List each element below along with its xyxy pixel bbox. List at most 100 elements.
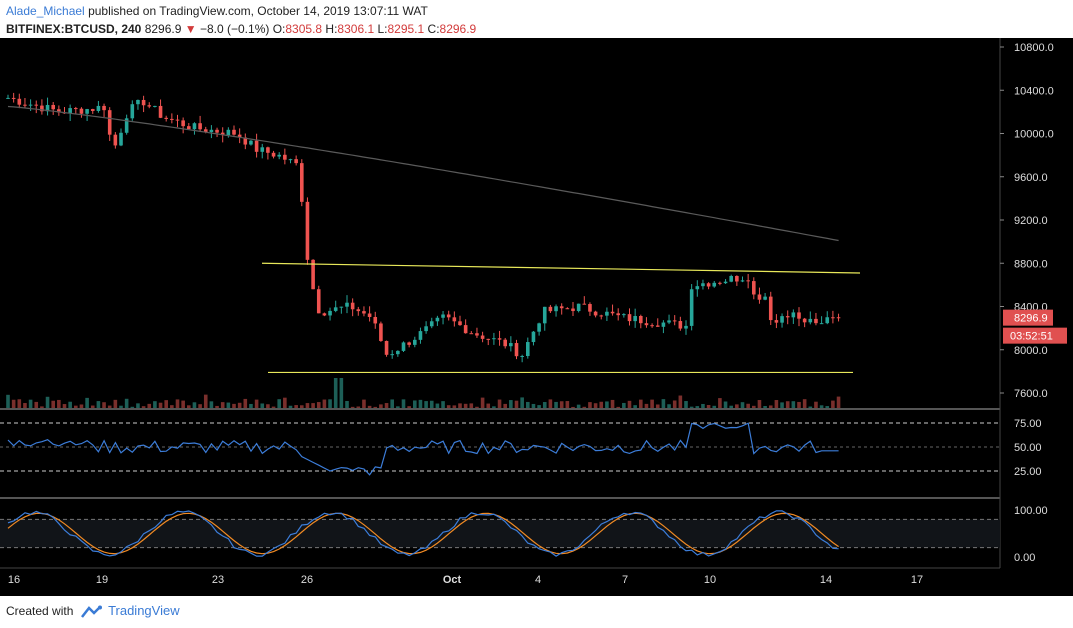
candle-body xyxy=(164,117,168,119)
volume-bar xyxy=(424,401,428,408)
candle-body xyxy=(345,302,349,307)
volume-bar xyxy=(678,395,683,408)
volume-bar xyxy=(96,401,101,408)
candle-body xyxy=(599,315,604,317)
candle-body xyxy=(565,308,570,310)
candle-body xyxy=(373,316,378,324)
open-label: O: xyxy=(272,22,286,36)
volume-bar xyxy=(57,399,61,408)
volume-bar xyxy=(294,405,298,408)
author-link[interactable]: Alade_Michael xyxy=(6,4,85,18)
candle-body xyxy=(757,294,762,300)
candle-body xyxy=(102,105,106,111)
rsi-axis-label: 75.00 xyxy=(1014,418,1042,430)
volume-bar xyxy=(209,401,214,408)
time-axis-label: 16 xyxy=(8,574,20,586)
candle-body xyxy=(689,289,694,326)
candle-body xyxy=(311,259,315,290)
candle-body xyxy=(418,331,423,340)
candle-body xyxy=(181,120,185,127)
candles-group xyxy=(6,92,841,408)
publish-info: Alade_Michael published on TradingView.c… xyxy=(6,4,428,18)
candle-body xyxy=(147,105,152,107)
volume-bar xyxy=(113,399,118,408)
volume-bar xyxy=(119,405,123,408)
volume-bar xyxy=(130,406,135,408)
volume-bar xyxy=(627,400,632,408)
volume-bar xyxy=(548,399,553,408)
volume-bar xyxy=(243,398,248,408)
candle-body xyxy=(384,340,389,355)
candle-body xyxy=(526,342,530,357)
candle-body xyxy=(175,119,180,121)
volume-bar xyxy=(576,404,581,408)
volume-bar xyxy=(45,396,50,408)
candle-body xyxy=(429,321,434,327)
volume-bar xyxy=(40,406,44,408)
candle-body xyxy=(379,323,383,341)
change-value: −8.0 (−0.1%) xyxy=(199,22,270,36)
candle-body xyxy=(271,152,276,157)
candle-body xyxy=(90,109,95,111)
candle-body xyxy=(763,296,767,300)
volume-bar xyxy=(650,399,654,408)
candle-body xyxy=(819,323,824,325)
volume-bar xyxy=(226,402,231,408)
candle-body xyxy=(407,342,411,345)
time-axis-label: 19 xyxy=(96,574,108,586)
volume-bar xyxy=(735,404,739,408)
candle-body xyxy=(85,109,89,114)
volume-bar xyxy=(407,406,411,408)
volume-bar xyxy=(531,403,536,408)
chart-canvas[interactable]: 10800.0 10400.0 10000.0 9600.0 9200.0 8800.0 8… xyxy=(0,38,1073,596)
volume-bar xyxy=(124,398,129,408)
last-price-tag xyxy=(1003,309,1053,326)
volume-bar xyxy=(712,405,717,408)
volume-bar xyxy=(271,406,276,408)
volume-bar xyxy=(588,402,592,408)
volume-bar xyxy=(593,403,598,408)
candle-body xyxy=(170,118,174,120)
channel-upper-line xyxy=(261,262,861,274)
volume-bar xyxy=(23,403,27,408)
symbol-label: BITFINEX:BTCUSD, 240 xyxy=(6,22,142,36)
volume-bar xyxy=(780,402,784,408)
volume-bar xyxy=(316,402,321,408)
volume-bar xyxy=(390,399,394,408)
volume-bar xyxy=(192,402,197,408)
volume-bar xyxy=(147,403,152,408)
candle-body xyxy=(486,338,491,340)
volume-bar xyxy=(486,403,491,408)
candle-body xyxy=(554,306,558,312)
stoch-axis-label: 0.00 xyxy=(1014,552,1035,564)
candle-body xyxy=(390,354,394,356)
last-price-label: 8296.9 xyxy=(1014,313,1048,325)
candle-body xyxy=(452,317,457,322)
volume-bar xyxy=(701,403,705,408)
candle-body xyxy=(825,317,830,324)
price-axis-label: 7600.0 xyxy=(1014,388,1048,400)
candle-body xyxy=(616,313,620,316)
price-axis-label: 10800.0 xyxy=(1014,42,1054,54)
volume-bar xyxy=(34,401,39,408)
candle-body xyxy=(328,310,332,316)
created-with-text: Created with xyxy=(6,604,74,618)
volume-bar xyxy=(672,400,677,408)
volume-bar xyxy=(819,405,824,408)
candle-body xyxy=(23,104,27,106)
volume-bar xyxy=(322,399,327,408)
volume-bar xyxy=(599,401,604,408)
candle-body xyxy=(633,315,637,322)
candle-body xyxy=(542,306,547,324)
candle-body xyxy=(249,140,253,145)
volume-bar xyxy=(429,400,434,408)
volume-bar xyxy=(237,402,242,408)
candle-body xyxy=(785,316,790,318)
tradingview-brand[interactable]: TradingView xyxy=(108,603,180,618)
high-label: H: xyxy=(325,22,338,36)
candle-body xyxy=(435,317,440,322)
candle-body xyxy=(288,159,293,161)
volume-bar xyxy=(723,401,728,408)
candle-body xyxy=(401,342,406,351)
candle-body xyxy=(305,201,310,260)
